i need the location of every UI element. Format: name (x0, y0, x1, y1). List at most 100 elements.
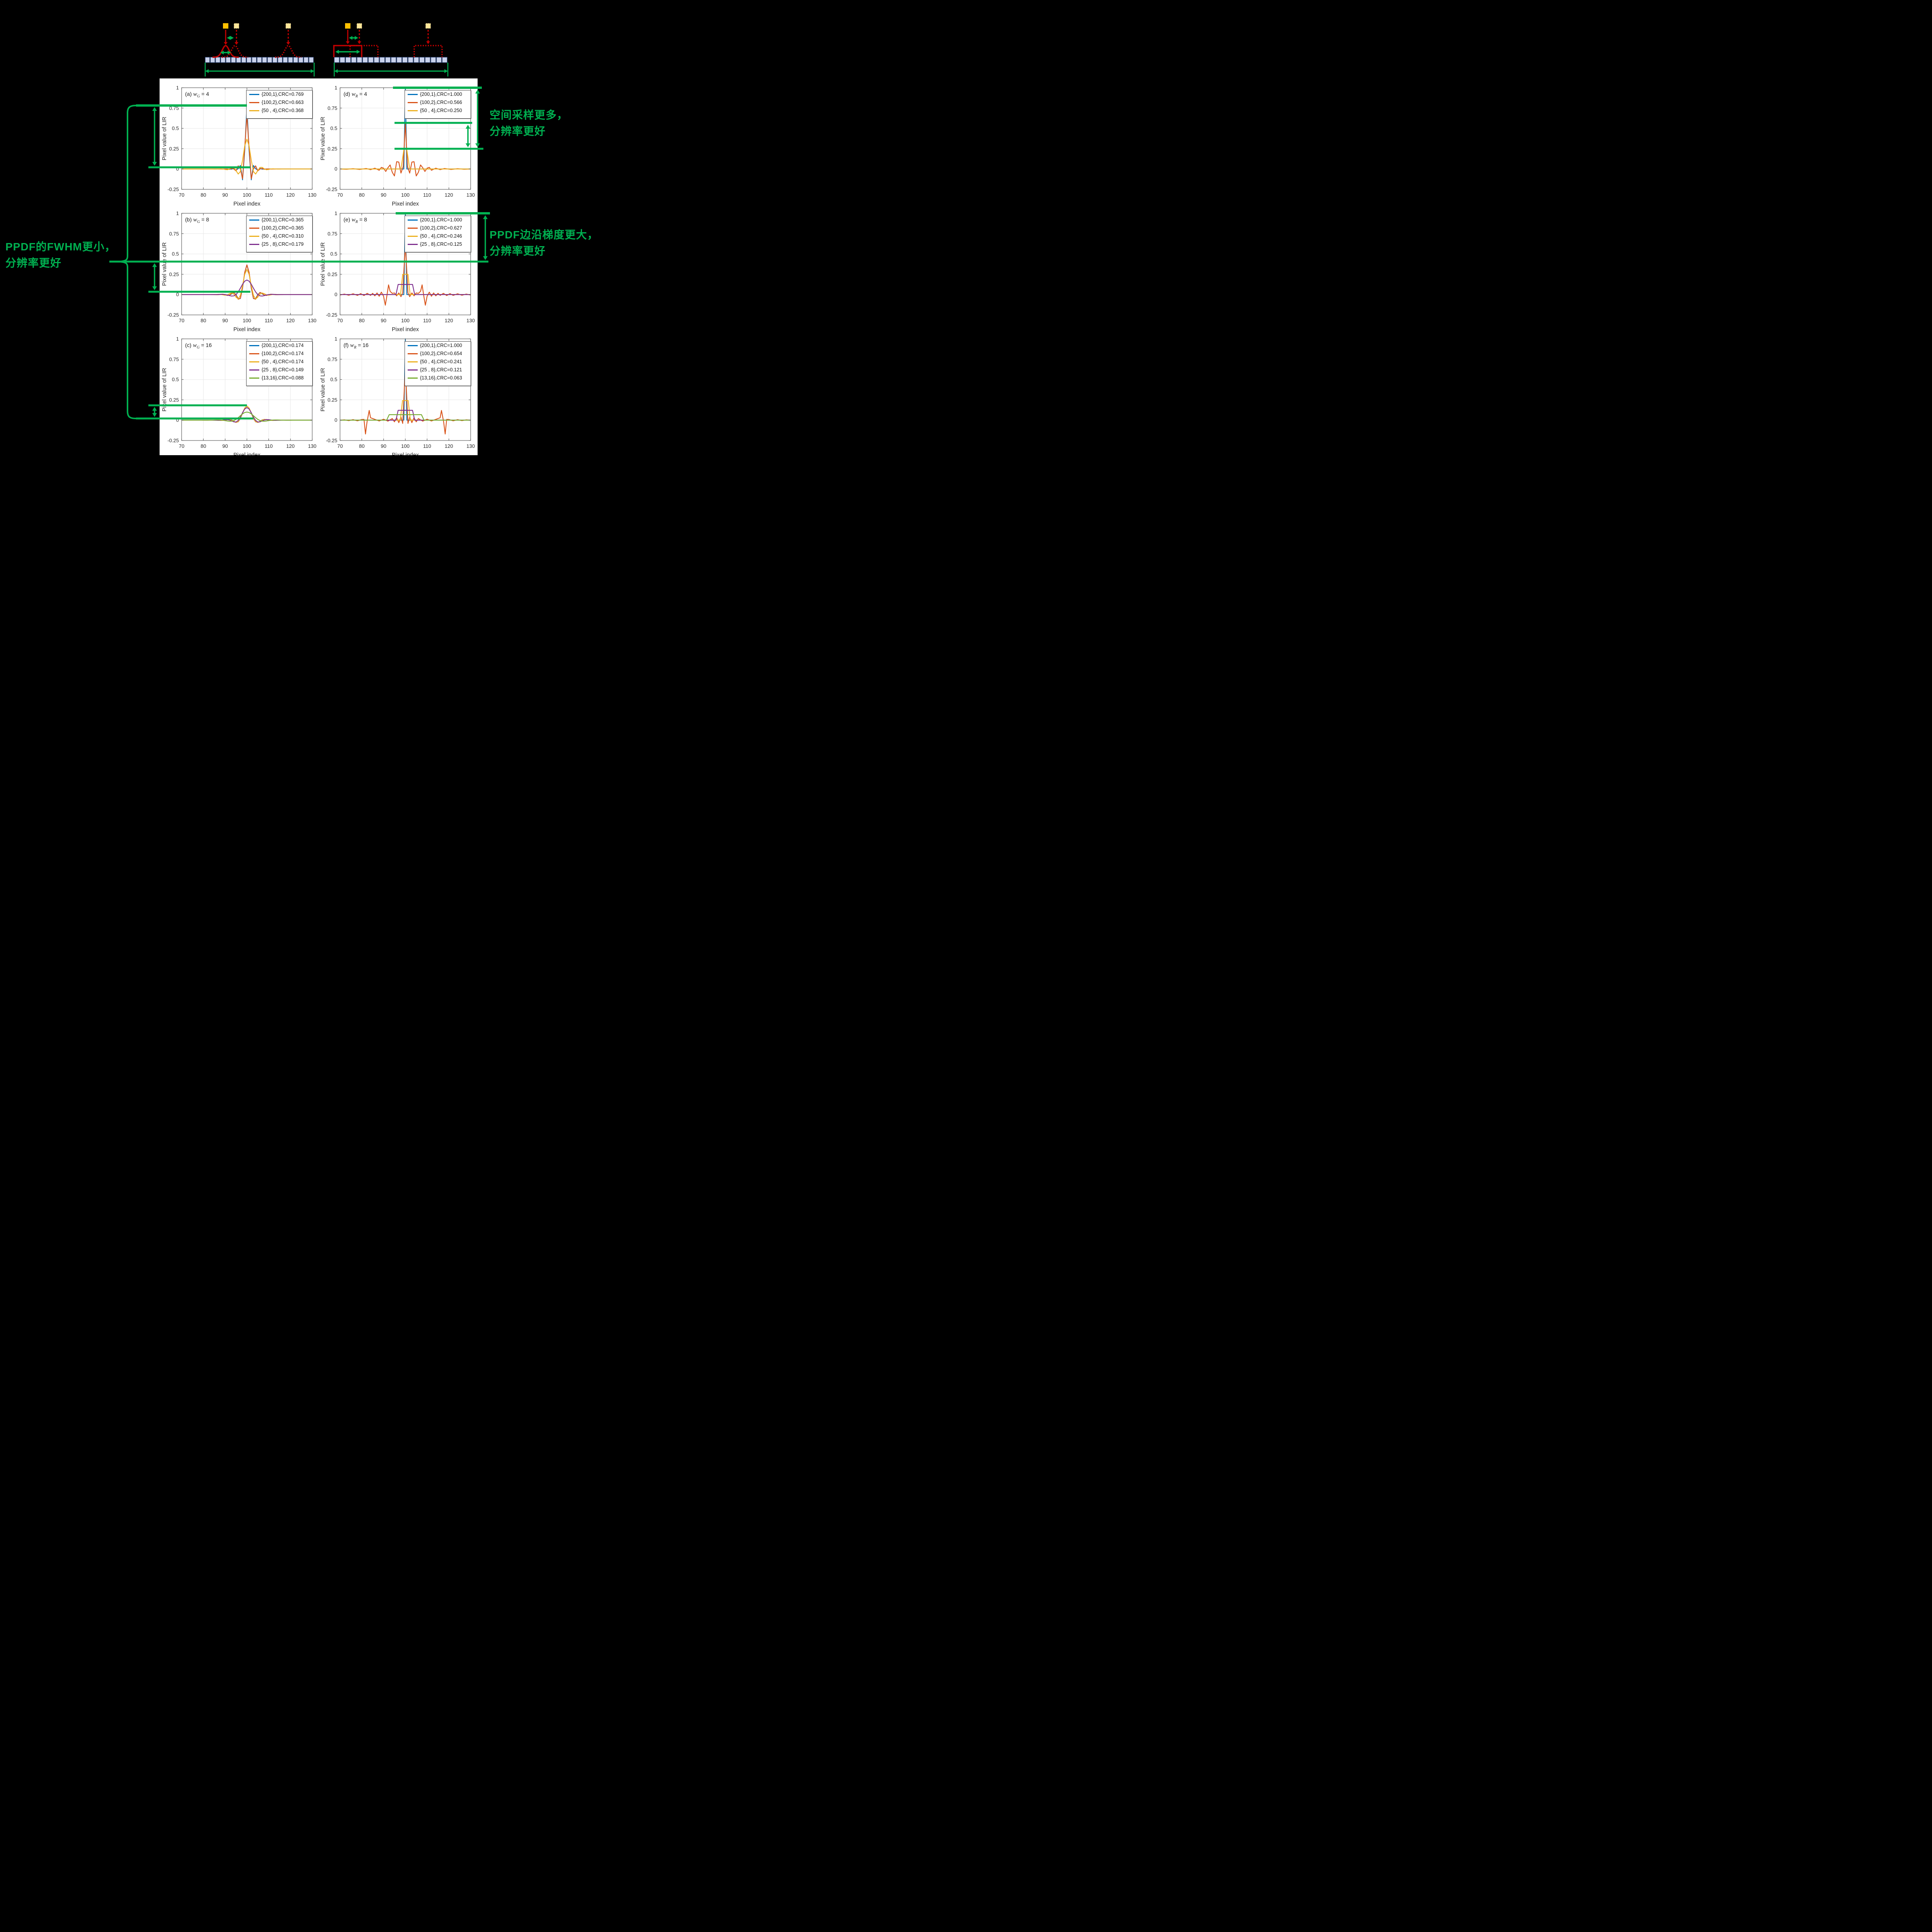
legend-label: {100,2},CRC=0.365 (262, 225, 304, 231)
legend-entry: {200,1},CRC=0.365 (247, 216, 312, 224)
x-tick-label: 70 (337, 443, 343, 449)
legend-entry: {25 , 8},CRC=0.179 (247, 240, 312, 248)
legend-line-sample (249, 110, 259, 111)
x-tick-label: 130 (466, 192, 475, 198)
y-tick-label: 1 (334, 85, 337, 91)
plot-title-c: (c) wG = 16 (185, 342, 212, 350)
legend-line-sample (249, 102, 259, 103)
legend-label: {13,16},CRC=0.063 (420, 375, 462, 381)
legend-entry: {25 , 8},CRC=0.121 (405, 366, 471, 374)
legend-line-sample (249, 244, 259, 245)
rect-ppdf-dashed (413, 45, 443, 57)
legend-entry: {100,2},CRC=0.566 (405, 99, 471, 107)
y-tick-label: 0.25 (327, 146, 337, 152)
x-axis-label: Pixel index (391, 201, 419, 207)
plot-title-b: (b) wG = 8 (185, 216, 209, 224)
arrowhead-up (152, 263, 157, 267)
y-tick-label: 1 (176, 85, 179, 91)
detector-pixel (425, 57, 430, 63)
arrowhead-left (334, 69, 338, 73)
x-tick-label: 80 (201, 443, 206, 449)
x-tick-label: 110 (423, 192, 431, 198)
plots-panel (160, 78, 478, 455)
y-tick-label: 0.25 (169, 271, 179, 277)
detector-pixel (262, 57, 267, 63)
arrowhead-down (483, 256, 488, 260)
legend-line-sample (408, 228, 418, 229)
legend-line-sample (249, 378, 259, 379)
series-b-3 (182, 279, 312, 297)
annotation-overlay (109, 87, 490, 420)
legend-label: {13,16},CRC=0.088 (262, 375, 304, 381)
annotation-right-mid-line2: 分辨率更好 (490, 245, 546, 257)
arrowhead-up (152, 407, 157, 411)
x-tick-label: 120 (444, 192, 453, 198)
detector-pixel (257, 57, 262, 63)
legend-line-sample (408, 361, 418, 362)
legend-entry: {50 , 4},CRC=0.241 (405, 358, 471, 366)
gaussian-ppdf-diagram (204, 23, 315, 77)
photon-arrowhead (224, 42, 228, 45)
legend-label: {200,1},CRC=0.174 (262, 343, 304, 348)
legend-label: {50 , 4},CRC=0.310 (262, 233, 304, 239)
legend-entry: {200,1},CRC=1.000 (405, 90, 471, 99)
x-tick-label: 100 (401, 318, 410, 323)
x-tick-label: 90 (381, 192, 386, 198)
legend-label: {200,1},CRC=1.000 (420, 343, 462, 348)
y-tick-label: 1 (334, 336, 337, 342)
y-tick-label: 0.75 (327, 231, 337, 237)
detector-pixel (282, 57, 288, 63)
arrowhead-right (355, 36, 358, 40)
detector-pixel (241, 57, 247, 63)
legend-label: {50 , 4},CRC=0.250 (420, 108, 462, 113)
x-tick-label: 100 (401, 192, 410, 198)
legend-line-sample (249, 236, 259, 237)
y-tick-label: -0.25 (167, 312, 179, 318)
legend-entry: {200,1},CRC=1.000 (405, 342, 471, 350)
x-tick-label: 100 (243, 192, 251, 198)
detector-pixel (402, 57, 408, 63)
x-tick-label: 110 (423, 318, 431, 323)
arrowhead-left (335, 50, 339, 54)
detector-pixel (226, 57, 231, 63)
plot-title-a: (a) wG = 4 (185, 91, 209, 99)
detector-pixel (368, 57, 374, 63)
legend-line-sample (408, 236, 418, 237)
detector-pixel (298, 57, 304, 63)
arrowhead-up (483, 215, 488, 219)
x-tick-label: 100 (243, 443, 251, 449)
x-tick-label: 90 (222, 443, 228, 449)
x-tick-label: 90 (222, 318, 228, 323)
legend-entry: {25 , 8},CRC=0.125 (405, 240, 471, 248)
x-tick-label: 80 (201, 192, 206, 198)
photon-arrowhead (235, 42, 238, 45)
x-tick-label: 80 (201, 318, 206, 323)
x-tick-label: 80 (359, 318, 365, 323)
y-tick-label: 0 (334, 166, 337, 172)
detector-pixel (334, 57, 340, 63)
legend-line-sample (249, 94, 259, 95)
gaussian-ppdf-dashed (275, 45, 301, 58)
legend-e: {200,1},CRC=1.000 {100,2},CRC=0.627 {50 , … (405, 216, 471, 252)
series-e-3 (340, 284, 471, 295)
detector-pixel (293, 57, 298, 63)
detector-pixel (408, 57, 413, 63)
shifted-source-square (356, 23, 362, 29)
x-tick-label: 110 (423, 443, 431, 449)
legend-line-sample (408, 102, 418, 103)
y-tick-label: -0.25 (326, 186, 337, 192)
detector-pixel (357, 57, 362, 63)
plot-title-d: (d) wR = 4 (344, 91, 367, 99)
x-tick-label: 80 (359, 443, 365, 449)
annotation-left-line1: PPDF的FWHM更小， (5, 241, 116, 253)
legend-label: {200,1},CRC=0.769 (262, 92, 304, 97)
legend-entry: {200,1},CRC=1.000 (405, 216, 471, 224)
x-axis-label: Pixel index (233, 452, 261, 455)
y-tick-label: 1 (334, 210, 337, 216)
legend-label: {100,2},CRC=0.654 (420, 351, 462, 356)
shifted-source-square (233, 23, 240, 29)
x-axis-label: Pixel index (233, 201, 261, 207)
rect-ppdf-solid (333, 45, 362, 57)
legend-label: {200,1},CRC=1.000 (420, 92, 462, 97)
y-tick-label: -0.25 (326, 312, 337, 318)
